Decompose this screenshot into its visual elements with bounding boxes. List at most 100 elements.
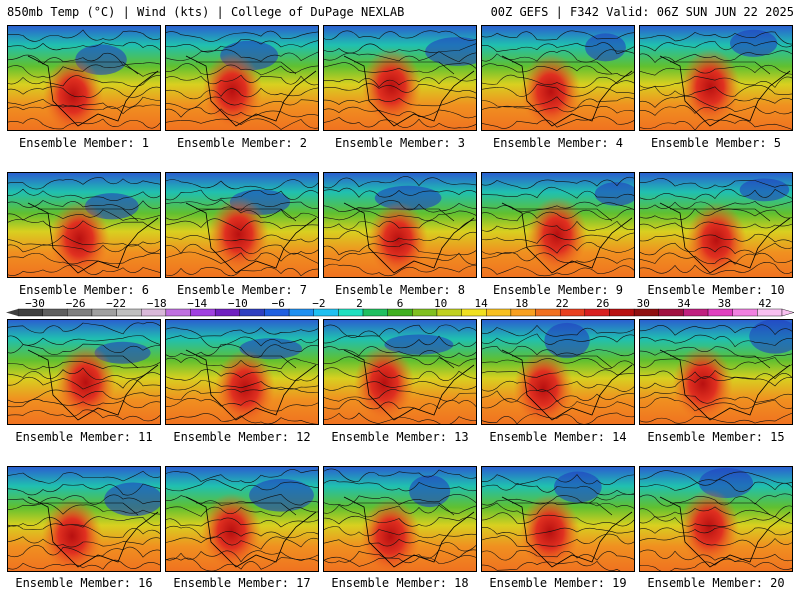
wind-contour (8, 209, 160, 221)
colorbar-tick-label: −26 (66, 297, 86, 310)
country-border (670, 355, 771, 369)
warm-air-region (42, 497, 103, 571)
wind-contour (324, 480, 476, 492)
wind-contour (166, 49, 318, 62)
coastline (185, 496, 317, 568)
warm-air-region (686, 202, 747, 277)
coastline (659, 349, 791, 421)
ensemble-member-caption: Ensemble Member: 16 (15, 576, 153, 590)
colorbar-swatch (116, 308, 142, 317)
wind-contour (8, 470, 160, 484)
coastline (501, 349, 633, 421)
colorbar-high-arrow (781, 308, 795, 317)
coastline (185, 349, 317, 421)
wind-contour (8, 409, 160, 422)
temperature-wind-map (166, 26, 318, 130)
wind-contour (8, 483, 160, 496)
cold-air-region (544, 322, 590, 359)
colorbar-tick-label: 30 (637, 297, 650, 310)
cold-air-region (384, 334, 454, 355)
wind-contour (324, 219, 476, 230)
coastline (343, 202, 475, 274)
country-border (512, 502, 613, 516)
ensemble-map-panel (7, 466, 161, 572)
warm-air-region (354, 345, 415, 422)
wind-contour (324, 549, 476, 564)
wind-contour (8, 86, 160, 98)
wind-contour (640, 324, 792, 336)
colorbar-swatch (412, 308, 438, 317)
wind-contour (8, 75, 160, 87)
country-border (512, 355, 613, 369)
wind-contour (8, 389, 160, 404)
warm-air-region (55, 344, 116, 421)
colorbar-tick-label: −10 (228, 297, 248, 310)
ensemble-member-caption: Ensemble Member: 17 (173, 576, 311, 590)
wind-contour (482, 105, 634, 114)
wind-contour (8, 399, 160, 409)
colorbar-swatch (461, 308, 487, 317)
wind-contour (482, 333, 634, 345)
ensemble-map-panel (323, 319, 477, 425)
wind-contour (640, 221, 792, 230)
wind-contour (166, 234, 318, 243)
wind-contour (482, 265, 634, 277)
wind-contour (8, 523, 160, 538)
wind-contour (640, 50, 792, 63)
colorbar-swatch (436, 308, 462, 317)
warm-air-region (519, 493, 580, 570)
country-border (196, 502, 297, 516)
warm-air-region (49, 201, 110, 277)
wind-contour (8, 516, 160, 528)
wind-contour (482, 201, 634, 212)
colorbar-tick-label: −18 (147, 297, 167, 310)
colorbar-tick-label: 18 (515, 297, 528, 310)
country-border (38, 502, 139, 516)
coastline (27, 496, 159, 568)
colorbar-tick-label: 10 (434, 297, 447, 310)
wind-contour (482, 84, 634, 97)
colorbar-tick-label: −6 (272, 297, 285, 310)
wind-contour (640, 346, 792, 359)
cold-air-region (594, 182, 634, 206)
wind-contour (640, 95, 792, 109)
wind-contour (8, 52, 160, 66)
colorbar-tick-label: 2 (356, 297, 363, 310)
coastline (659, 55, 791, 127)
ensemble-member-caption: Ensemble Member: 12 (173, 430, 311, 444)
wind-contour (640, 208, 792, 220)
colorbar-swatch (239, 308, 265, 317)
warm-air-region (672, 345, 733, 422)
country-border (354, 502, 455, 516)
country-border (512, 208, 613, 222)
wind-contour (324, 538, 476, 552)
country-border (196, 61, 297, 75)
wind-contour (324, 356, 476, 368)
wind-contour (324, 176, 476, 189)
wind-contour (166, 388, 318, 401)
ensemble-map-panel (639, 466, 793, 572)
wind-contour (640, 549, 792, 563)
wind-contour (8, 252, 160, 265)
warm-air-region (43, 57, 104, 130)
wind-contour (482, 42, 634, 55)
wind-contour (324, 504, 476, 518)
country-border (38, 355, 139, 369)
wind-contour (324, 51, 476, 63)
wind-contour (324, 367, 476, 381)
wind-contour (8, 200, 160, 211)
ensemble-member-caption: Ensemble Member: 10 (647, 283, 785, 297)
coastline (659, 496, 791, 568)
colorbar-swatch (214, 308, 241, 317)
wind-contour (640, 535, 792, 548)
wind-contour (482, 358, 634, 370)
wind-contour (640, 188, 792, 200)
country-border (38, 61, 139, 75)
wind-contour (324, 200, 476, 213)
wind-contour (8, 41, 160, 51)
temperature-wind-map (640, 173, 792, 277)
wind-contour (482, 345, 634, 357)
colorbar-tick-label: −30 (25, 297, 45, 310)
colorbar-swatch (165, 308, 191, 317)
wind-contour (482, 474, 634, 486)
